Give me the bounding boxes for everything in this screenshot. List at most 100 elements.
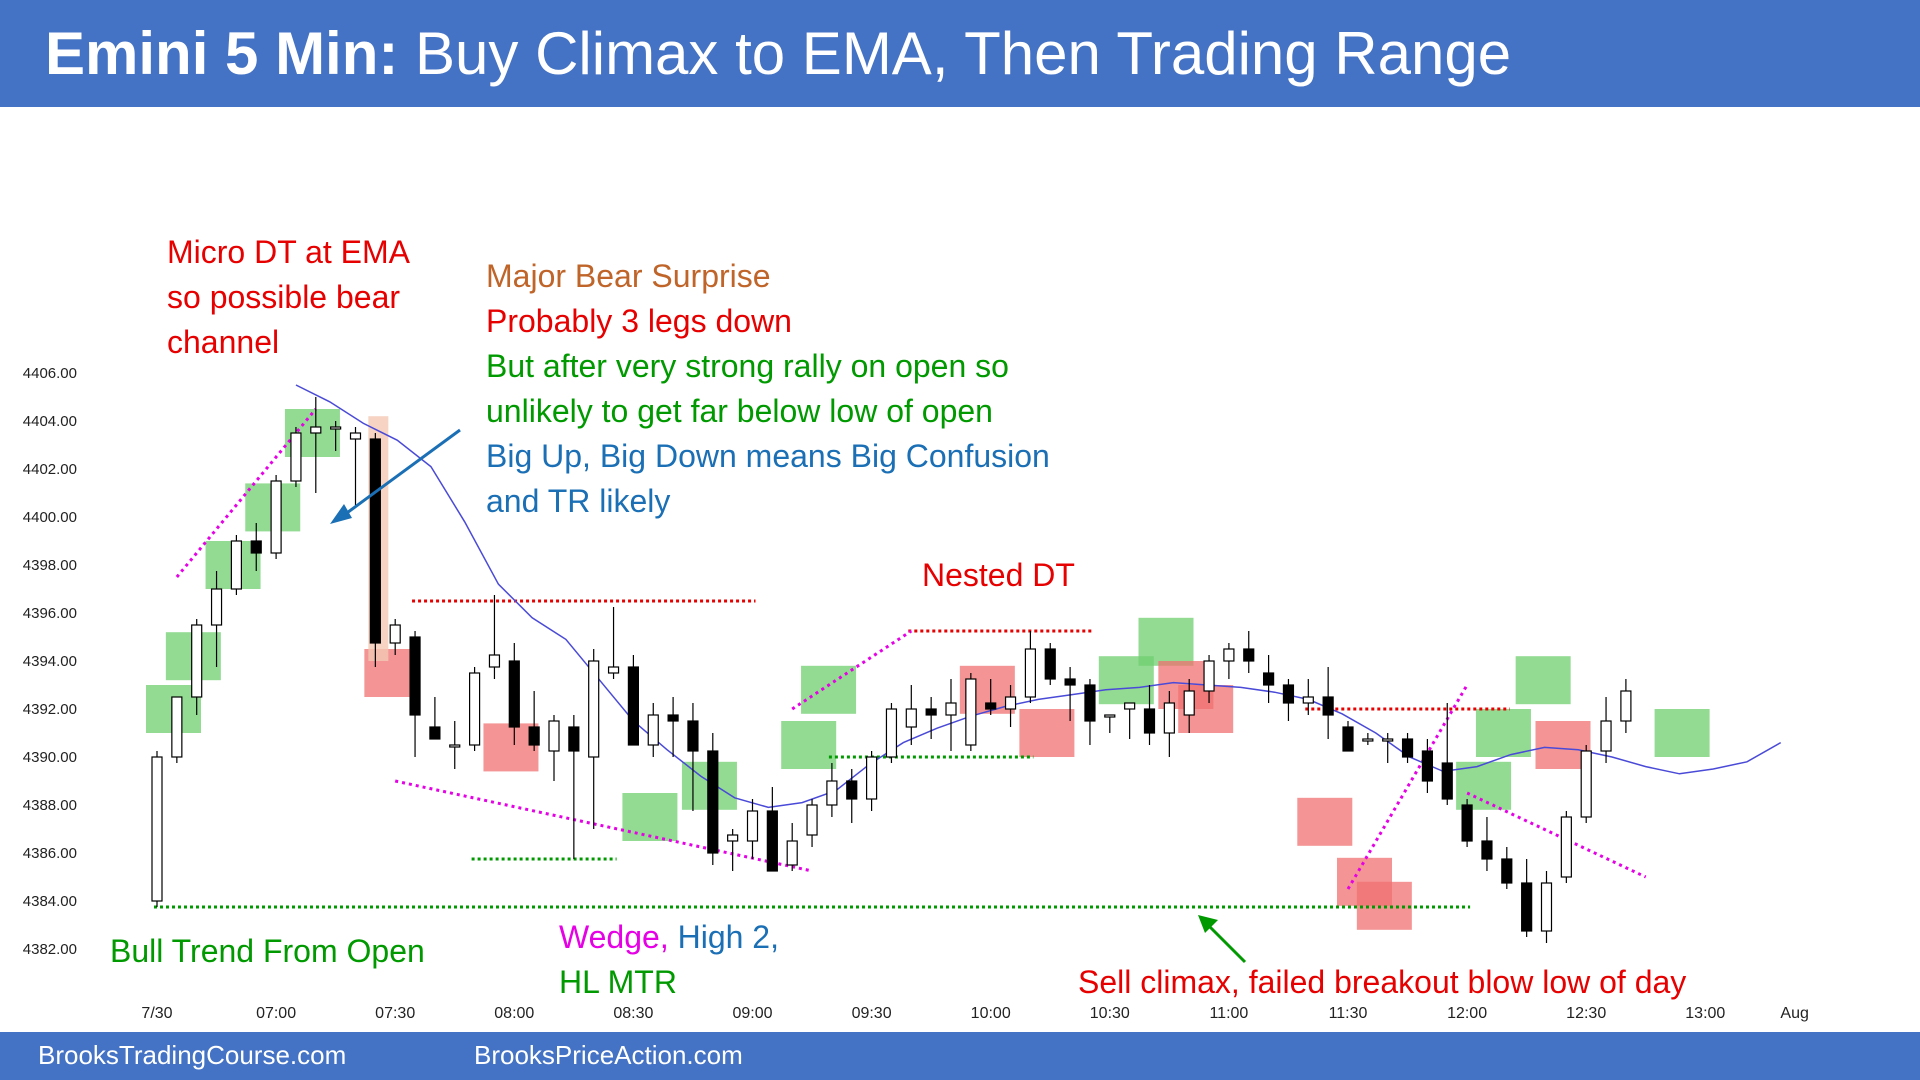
x-tick-label: 10:30 xyxy=(1090,1005,1130,1022)
annotation-bull-trend: Bull Trend From Open xyxy=(110,933,425,969)
ema-line xyxy=(295,384,1782,809)
annotation-wedge-block: Wedge, High 2, HL MTR xyxy=(559,915,779,1005)
bear-signal-highlight xyxy=(1019,709,1075,757)
candle xyxy=(1143,685,1156,745)
candle xyxy=(290,427,302,487)
bull-candle-body xyxy=(1580,750,1592,818)
candle xyxy=(1163,691,1175,757)
candle xyxy=(925,697,937,739)
candle xyxy=(1282,679,1295,721)
bull-candle-body xyxy=(1620,690,1632,722)
candle xyxy=(786,823,798,871)
bull-candle-body xyxy=(1362,738,1374,742)
bull-candle-body xyxy=(488,654,501,668)
bull-candle-body xyxy=(191,624,203,698)
bull-candle-body xyxy=(1560,816,1572,878)
candle xyxy=(1362,733,1374,745)
candlestick-chart: 4382.00 4384.00 4386.00 4388.00 4390.00 4392.… xyxy=(23,365,1809,1022)
candle xyxy=(1223,643,1235,679)
bull-candle-body xyxy=(1124,702,1136,710)
x-tick-label: 07:30 xyxy=(375,1005,415,1022)
bull-signal-highlight xyxy=(1456,761,1512,810)
bear-candle-body xyxy=(707,750,719,854)
wedge-trendline xyxy=(394,779,813,873)
y-tick-label: 4406.00 xyxy=(23,365,77,382)
bull-candle-body xyxy=(210,588,223,626)
candle xyxy=(210,571,223,667)
annotation-failed-breakout: failed breakout blow low of day xyxy=(1239,964,1687,1000)
bear-candle-body xyxy=(1143,708,1156,734)
candle xyxy=(1084,679,1096,745)
footer-link-trading-course[interactable]: BrooksTradingCourse.com xyxy=(38,1040,347,1070)
annotation-micro-dt-line-2: so possible bear xyxy=(167,279,401,315)
candle xyxy=(230,535,242,595)
candle xyxy=(1382,733,1394,763)
bear-candle-body xyxy=(1243,648,1255,662)
x-tick-label: 11:00 xyxy=(1209,1005,1248,1022)
annotation-confusion-2: and TR likely xyxy=(486,483,671,519)
bull-candle-body xyxy=(1302,696,1314,704)
candle xyxy=(1342,721,1354,752)
bear-candle-body xyxy=(1481,840,1493,860)
bull-candle-body xyxy=(746,810,759,842)
annotation-rally-note-2: unlikely to get far below low of open xyxy=(486,393,993,429)
candle xyxy=(885,703,898,763)
candle xyxy=(250,523,262,571)
title-rest: Buy Climax to EMA, Then Trading Range xyxy=(398,20,1512,87)
y-tick-label: 4396.00 xyxy=(23,605,77,622)
candle xyxy=(469,667,481,751)
bull-candle-body xyxy=(310,426,322,434)
bear-candle-body xyxy=(1044,648,1056,680)
annotation-major-bear-surprise: Major Bear Surprise xyxy=(486,258,771,294)
candle xyxy=(1124,702,1136,739)
candle xyxy=(1322,667,1334,739)
bull-candle-body xyxy=(885,708,898,758)
candle xyxy=(1302,679,1314,715)
page-title: Emini 5 Min: Buy Climax to EMA, Then Tra… xyxy=(45,18,1511,90)
x-tick-label: 10:00 xyxy=(971,1005,1011,1022)
candle xyxy=(1004,685,1017,727)
bull-candle-body xyxy=(290,432,302,482)
candle xyxy=(627,655,640,746)
candle xyxy=(985,679,997,715)
x-tick-label: 12:00 xyxy=(1447,1005,1487,1022)
candle xyxy=(1481,817,1493,871)
candle xyxy=(1064,667,1076,721)
annotation-hl-mtr: HL MTR xyxy=(559,964,677,1000)
bear-candle-body xyxy=(1342,726,1354,752)
candle xyxy=(508,643,520,745)
bull-candle-body xyxy=(1163,702,1175,734)
bear-candle-body xyxy=(667,714,679,722)
arrow-big-down-head xyxy=(330,504,352,524)
bull-signal-highlight xyxy=(801,665,857,714)
bull-signal-highlight xyxy=(1475,709,1531,757)
title-banner: Emini 5 Min: Buy Climax to EMA, Then Tra… xyxy=(0,0,1920,107)
bear-candle-body xyxy=(1401,738,1414,758)
annotation-high-2: High 2, xyxy=(668,919,779,955)
bull-candle-body xyxy=(171,696,183,758)
candle xyxy=(389,619,401,655)
footer-link-price-action[interactable]: BrooksPriceAction.com xyxy=(474,1040,743,1070)
bear-candle-body xyxy=(687,720,699,752)
bull-candle-body xyxy=(1382,738,1394,742)
x-tick-label: 07:00 xyxy=(256,1005,296,1022)
candle xyxy=(171,696,183,763)
candle xyxy=(191,619,203,715)
candle xyxy=(1600,697,1612,763)
candle xyxy=(1560,811,1572,883)
candle xyxy=(1461,799,1473,847)
candle xyxy=(409,631,421,757)
bear-candle-body xyxy=(1262,672,1275,686)
candle xyxy=(1024,631,1037,703)
bear-candle-body xyxy=(846,780,858,800)
candle xyxy=(647,703,659,757)
y-tick-label: 4390.00 xyxy=(23,749,77,766)
bear-candle-body xyxy=(766,810,778,872)
x-tick-label: 11:30 xyxy=(1329,1005,1368,1022)
bear-candle-body xyxy=(1322,696,1334,716)
bear-candle-body xyxy=(627,666,640,746)
candle xyxy=(1501,847,1513,889)
candle xyxy=(806,799,818,847)
annotation-wedge: Wedge, xyxy=(559,919,669,955)
candle xyxy=(1262,655,1275,703)
